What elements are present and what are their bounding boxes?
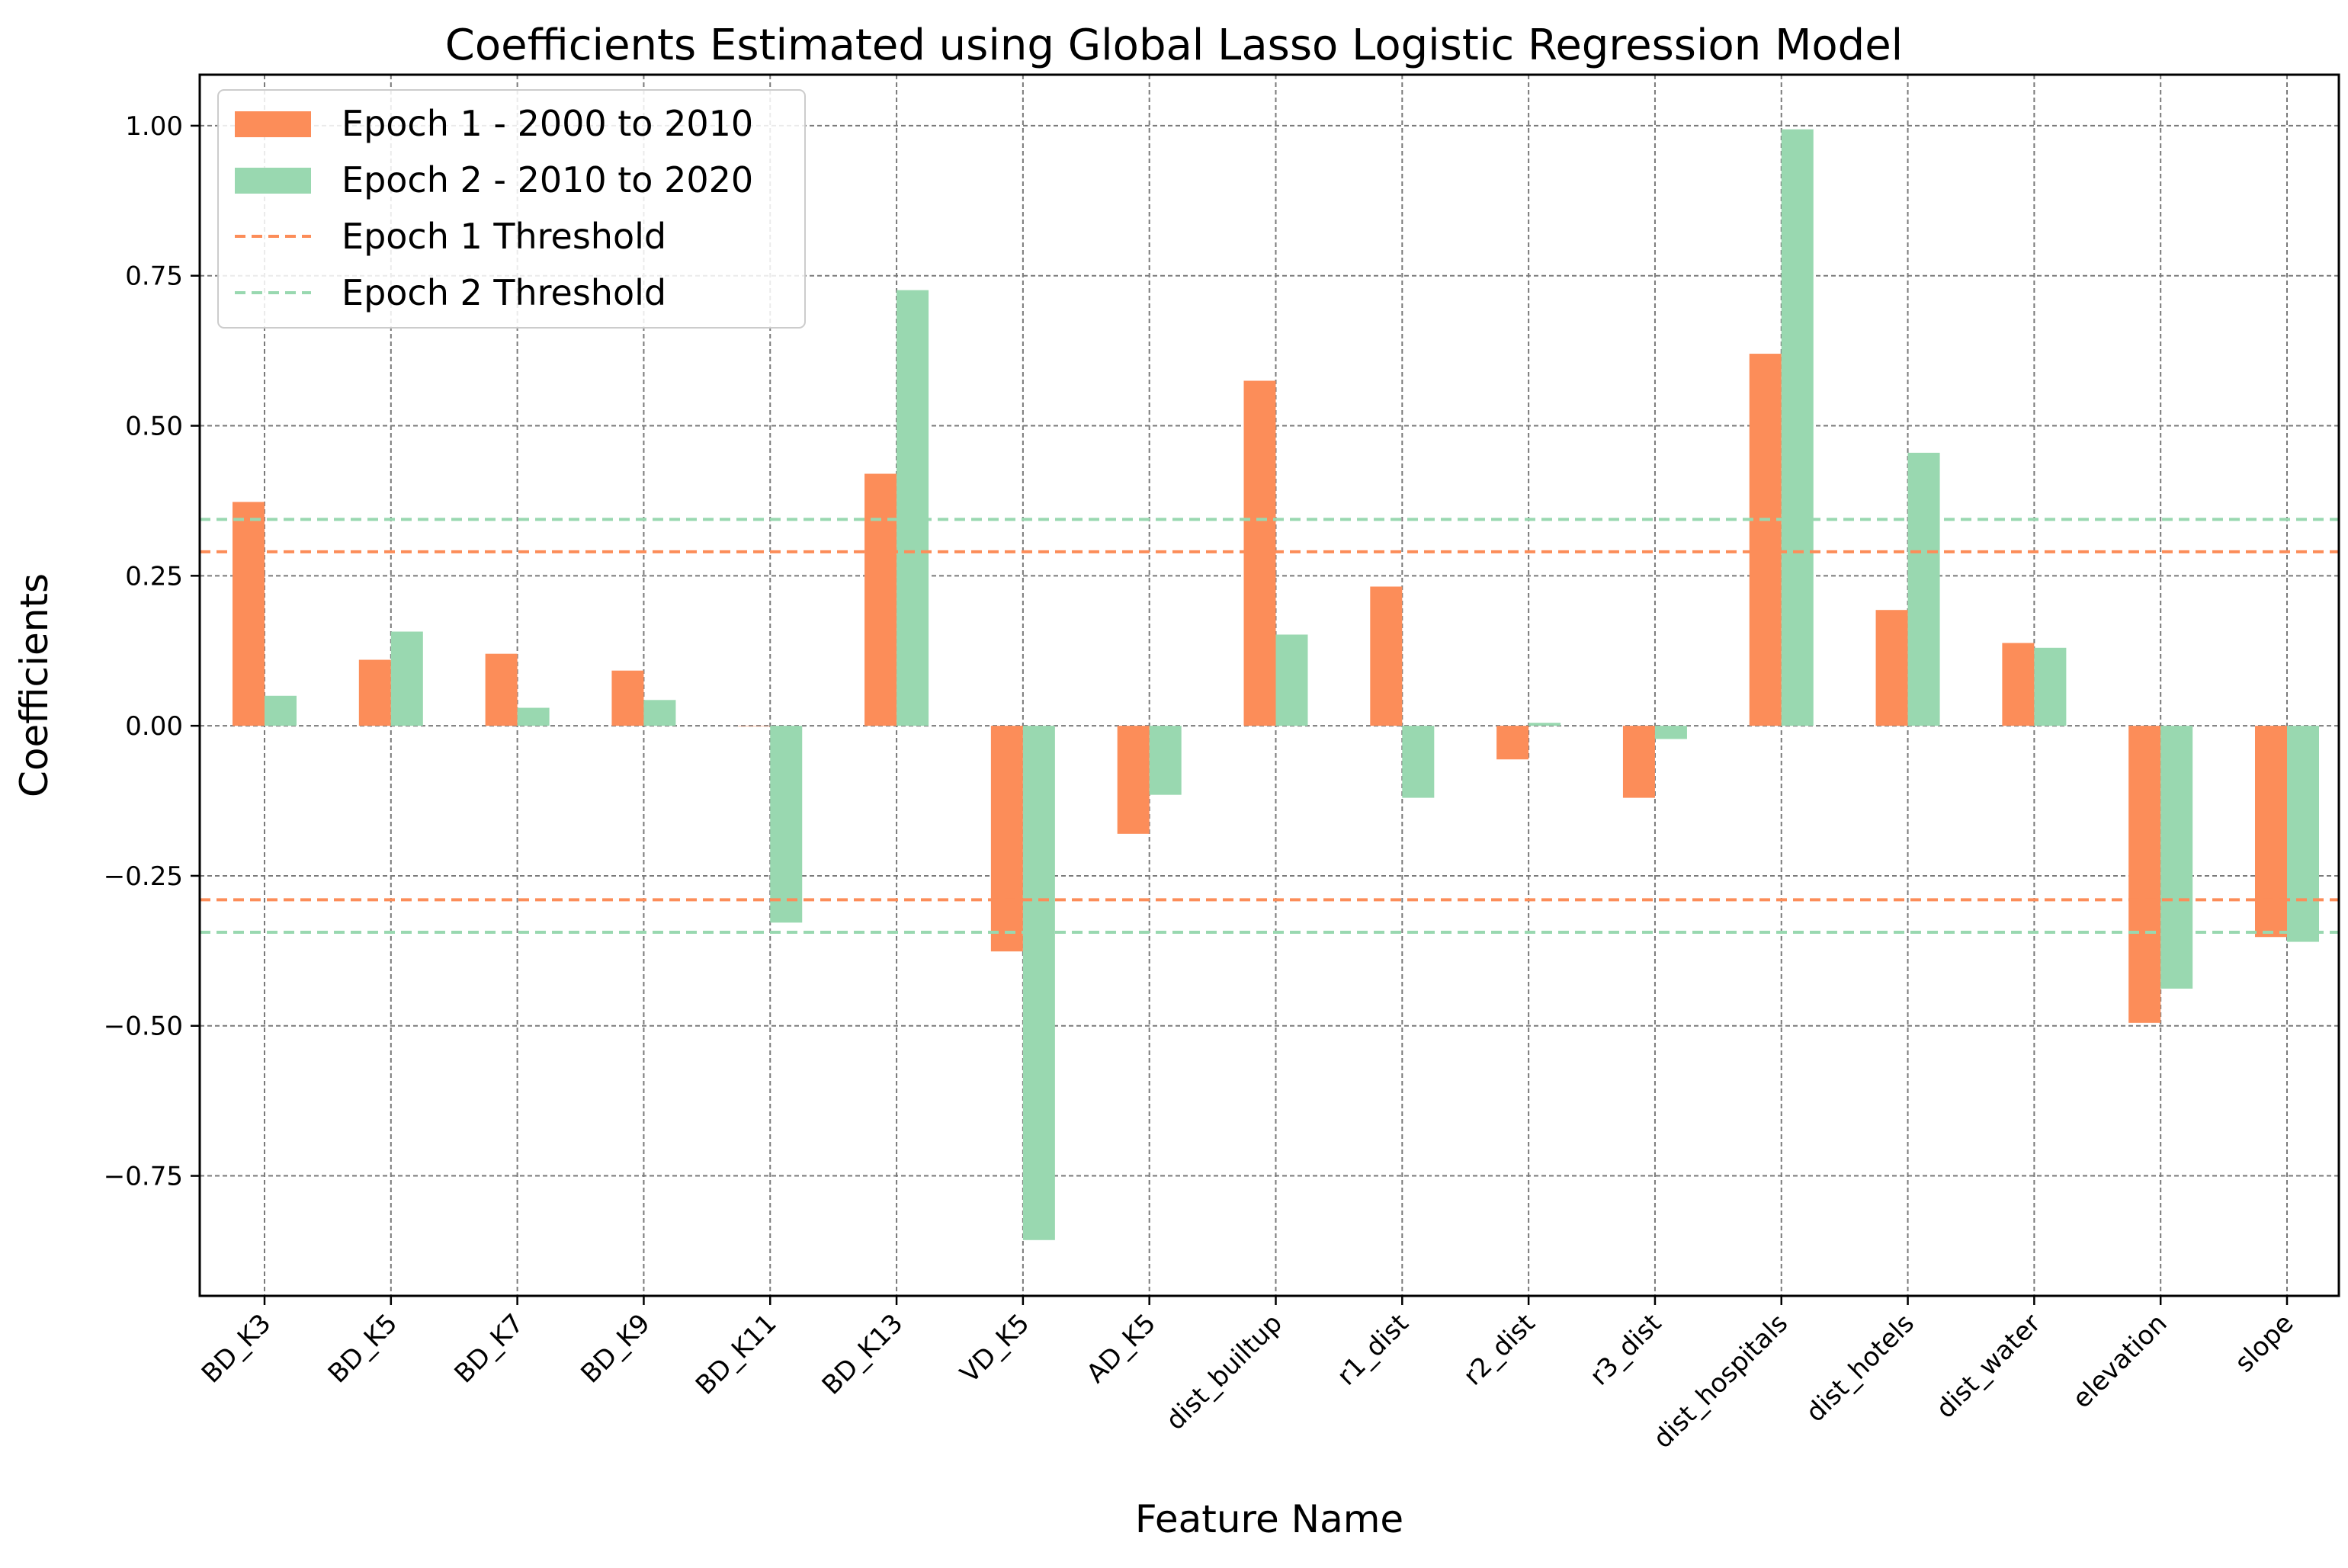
bar-epoch-2: [643, 700, 676, 726]
x-tick-label: BD_K11: [690, 1308, 783, 1401]
legend-box: [217, 89, 806, 329]
bar-epoch-2: [1022, 726, 1055, 1240]
y-axis-ticks: −0.75 −0.50 −0.25 0.00 0.25 0.50 0.75 1.00: [104, 111, 200, 1192]
x-tick-label: r3_dist: [1584, 1308, 1667, 1391]
bar-epoch-2: [1149, 726, 1182, 795]
bar-epoch-1: [1875, 610, 1908, 726]
threshold-lines: [200, 518, 2339, 934]
x-tick-label: r2_dist: [1458, 1308, 1541, 1391]
x-tick-label: BD_K5: [322, 1308, 403, 1389]
x-tick-label: dist_hospitals: [1647, 1308, 1794, 1454]
bar-epoch-2: [1275, 634, 1308, 726]
bar-epoch-2: [265, 695, 297, 726]
legend-item-epoch-1: Epoch 1 - 2000 to 2010: [235, 103, 753, 144]
legend-item-threshold-2: Epoch 2 Threshold: [235, 272, 666, 313]
legend-label: Epoch 1 Threshold: [342, 216, 666, 257]
bar-epoch-1: [358, 659, 391, 726]
x-tick-label: dist_hotels: [1800, 1308, 1920, 1429]
bar-epoch-1: [611, 670, 644, 726]
x-axis-label: Feature Name: [1135, 1497, 1403, 1541]
bar-epoch-1: [233, 502, 265, 726]
legend-label: Epoch 2 - 2010 to 2020: [342, 159, 753, 200]
bar-epoch-1: [485, 653, 518, 726]
bar-epoch-2: [517, 707, 550, 726]
bar-epoch-2: [1528, 723, 1561, 726]
x-tick-label: slope: [2229, 1308, 2299, 1378]
bar-epoch-1: [1117, 726, 1150, 834]
y-tick-label: 0.75: [125, 261, 183, 292]
y-tick-label: 0.25: [125, 561, 183, 592]
y-tick-label: −0.50: [104, 1012, 183, 1042]
bars: [233, 129, 2319, 1240]
x-tick-label: BD_K3: [196, 1308, 277, 1389]
x-tick-label: AD_K5: [1081, 1308, 1162, 1389]
chart-title: Coefficients Estimated using Global Lass…: [445, 21, 1903, 70]
bar-epoch-1: [2255, 726, 2287, 938]
bar-epoch-2: [2034, 647, 2067, 726]
bar-epoch-2: [2287, 726, 2319, 942]
bar-epoch-2: [1654, 726, 1687, 739]
bar-epoch-1: [2128, 726, 2161, 1023]
x-tick-label: dist_water: [1930, 1308, 2047, 1425]
bar-epoch-2: [390, 631, 423, 726]
x-axis-ticks: BD_K3 BD_K5 BD_K7 BD_K9 BD_K11 BD_K13 VD_K5 AD_…: [196, 1296, 2299, 1454]
legend-swatch: [235, 111, 311, 137]
legend-swatch: [235, 168, 311, 194]
x-tick-label: dist_builtup: [1160, 1308, 1288, 1436]
y-tick-label: −0.25: [104, 861, 183, 892]
bar-epoch-1: [1749, 354, 1782, 726]
bar-epoch-1: [864, 473, 897, 726]
y-axis-label: Coefficients: [12, 573, 56, 797]
bar-epoch-2: [2160, 726, 2193, 989]
legend-item-epoch-2: Epoch 2 - 2010 to 2020: [235, 159, 753, 200]
x-tick-label: elevation: [2067, 1308, 2173, 1415]
x-tick-label: BD_K7: [449, 1308, 530, 1389]
bar-epoch-1: [1622, 726, 1655, 798]
y-tick-label: 0.00: [125, 711, 183, 742]
bar-epoch-2: [770, 726, 803, 923]
bar-epoch-1: [2002, 643, 2035, 726]
bar-epoch-2: [1402, 726, 1435, 798]
legend: Epoch 1 - 2000 to 2010 Epoch 2 - 2010 to …: [217, 89, 806, 329]
x-tick-label: r1_dist: [1331, 1308, 1414, 1391]
legend-label: Epoch 2 Threshold: [342, 272, 666, 313]
bar-epoch-2: [1907, 452, 1940, 726]
x-tick-label: BD_K9: [575, 1308, 656, 1389]
bar-epoch-2: [1781, 129, 1814, 726]
bar-epoch-1: [1496, 726, 1529, 760]
y-tick-label: 0.50: [125, 412, 183, 442]
plot-frame: [198, 73, 2340, 1297]
legend-item-threshold-1: Epoch 1 Threshold: [235, 216, 666, 257]
legend-label: Epoch 1 - 2000 to 2010: [342, 103, 753, 144]
bar-epoch-1: [1370, 586, 1403, 726]
x-tick-label: BD_K13: [816, 1308, 909, 1401]
bar-epoch-1: [990, 726, 1023, 952]
y-tick-label: −0.75: [104, 1162, 183, 1192]
y-tick-label: 1.00: [125, 111, 183, 142]
x-tick-label: VD_K5: [954, 1308, 1035, 1389]
bar-epoch-2: [897, 290, 929, 726]
